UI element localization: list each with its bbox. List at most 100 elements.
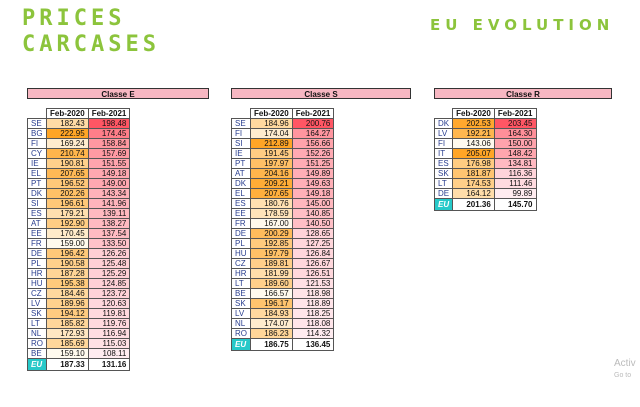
country-code-cell: CZ xyxy=(27,288,47,299)
country-code-cell: BG xyxy=(27,128,47,139)
country-code-cell: EL xyxy=(231,188,251,199)
feb-2020-value-cell: 169.24 xyxy=(46,138,89,149)
feb-2020-value-cell: 222.95 xyxy=(46,128,89,139)
eu-average-row: EU 201.36 145.70 xyxy=(433,198,537,211)
feb-2020-value-cell: 186.23 xyxy=(250,328,293,339)
country-code-cell: NL xyxy=(27,328,47,339)
feb-2020-value-cell: 189.60 xyxy=(250,278,293,289)
feb-2021-value-cell: 127.25 xyxy=(291,238,335,249)
feb-2021-value-cell: 143.34 xyxy=(87,188,131,199)
table-row: HR 181.99 126.51 xyxy=(231,268,335,279)
table-row: IE 190.81 151.55 xyxy=(27,158,131,169)
country-code-cell: SK xyxy=(433,168,454,179)
table-row: FI 169.24 158.84 xyxy=(27,138,131,149)
table-row: SE 184.96 200.76 xyxy=(231,118,335,129)
feb-2020-value-cell: 207.65 xyxy=(250,188,293,199)
table-row: ES 180.76 145.00 xyxy=(231,198,335,209)
feb-2020-value-cell: 181.99 xyxy=(250,268,293,279)
feb-2021-value-cell: 116.36 xyxy=(493,168,537,179)
feb-2021-value-cell: 125.29 xyxy=(87,268,131,279)
country-code-cell: SE xyxy=(231,118,251,129)
feb-2021-value-cell: 126.51 xyxy=(291,268,335,279)
feb-2021-value-cell: 140.50 xyxy=(291,218,335,229)
country-code-cell: ES xyxy=(27,208,47,219)
feb-2021-value-cell: 126.84 xyxy=(291,248,335,259)
feb-2020-value-cell: 202.53 xyxy=(452,118,495,129)
feb-2020-value-cell: 210.74 xyxy=(46,148,89,159)
table-row: EL 207.65 149.18 xyxy=(27,168,131,179)
column-header-feb-2021: Feb-2021 xyxy=(87,108,131,119)
column-header-feb-2021: Feb-2021 xyxy=(493,108,537,119)
header-row: Feb-2020 Feb-2021 xyxy=(231,108,335,119)
feb-2021-value-cell: 203.45 xyxy=(493,118,537,129)
country-code-cell: LV xyxy=(27,298,47,309)
country-code-cell: SK xyxy=(231,298,251,309)
table-row: LV 189.96 120.63 xyxy=(27,298,131,309)
country-code-cell: SK xyxy=(27,308,47,319)
feb-2021-value-cell: 121.53 xyxy=(291,278,335,289)
feb-2021-value-cell: 140.85 xyxy=(291,208,335,219)
table-row: LV 192.21 164.30 xyxy=(433,128,537,139)
feb-2021-value-cell: 148.42 xyxy=(493,148,537,159)
feb-2020-value-cell: 191.45 xyxy=(250,148,293,159)
feb-2021-value-cell: 120.63 xyxy=(87,298,131,309)
country-code-cell: FR xyxy=(231,218,251,229)
country-code-cell: HR xyxy=(27,268,47,279)
country-code-cell: HU xyxy=(231,248,251,259)
table-row: BE 166.57 118.98 xyxy=(231,288,335,299)
feb-2021-value-cell: 151.55 xyxy=(87,158,131,169)
feb-2021-value-cell: 200.76 xyxy=(291,118,335,129)
feb-2020-value-cell: 184.93 xyxy=(250,308,293,319)
table-row: PL 192.85 127.25 xyxy=(231,238,335,249)
feb-2020-value-cell: 185.69 xyxy=(46,338,89,349)
feb-2021-value-cell: 149.89 xyxy=(291,168,335,179)
header-row: Feb-2020 Feb-2021 xyxy=(27,108,131,119)
table-row: HU 197.79 126.84 xyxy=(231,248,335,259)
country-code-cell: NL xyxy=(231,318,251,329)
feb-2021-value-cell: 111.46 xyxy=(493,178,537,189)
table-row: EE 170.45 137.54 xyxy=(27,228,131,239)
feb-2021-value-cell: 198.48 xyxy=(87,118,131,129)
table-row: EL 207.65 149.18 xyxy=(231,188,335,199)
country-code-cell: LT xyxy=(231,278,251,289)
table-row: PL 190.58 125.48 xyxy=(27,258,131,269)
column-header-feb-2020: Feb-2020 xyxy=(452,108,495,119)
feb-2021-value-cell: 115.03 xyxy=(87,338,131,349)
feb-2020-value-cell: 172.93 xyxy=(46,328,89,339)
watermark-line-1: Activ xyxy=(614,358,636,369)
eu-average-row: EU 187.33 131.16 xyxy=(27,358,131,371)
table-row: HU 195.38 124.85 xyxy=(27,278,131,289)
table-row: SE 182.43 198.48 xyxy=(27,118,131,129)
feb-2021-value-cell: 149.00 xyxy=(87,178,131,189)
column-header-feb-2020: Feb-2020 xyxy=(46,108,89,119)
table-row: SK 196.17 118.89 xyxy=(231,298,335,309)
table-row: RO 186.23 114.32 xyxy=(231,328,335,339)
feb-2021-value-cell: 150.00 xyxy=(493,138,537,149)
feb-2020-value-cell: 192.85 xyxy=(250,238,293,249)
header-blank xyxy=(231,108,251,119)
price-grid: Feb-2020 Feb-2021 DK 202.53 203.45 LV 192.21 16… xyxy=(433,108,537,211)
feb-2021-value-cell: 124.85 xyxy=(87,278,131,289)
price-grid: Feb-2020 Feb-2021 SE 184.96 200.76 FI 174.04 16… xyxy=(231,108,335,351)
country-code-cell: DK xyxy=(231,178,251,189)
table-row: CZ 184.46 123.72 xyxy=(27,288,131,299)
country-code-cell: DE xyxy=(231,228,251,239)
feb-2021-value-cell: 138.27 xyxy=(87,218,131,229)
table-row: EE 178.59 140.85 xyxy=(231,208,335,219)
feb-2020-value-cell: 187.28 xyxy=(46,268,89,279)
country-code-cell: DK xyxy=(433,118,454,129)
table-row: DE 200.29 128.65 xyxy=(231,228,335,239)
country-code-cell: PT xyxy=(27,178,47,189)
feb-2020-value-cell: 205.07 xyxy=(452,148,495,159)
feb-2020-value-cell: 192.90 xyxy=(46,218,89,229)
country-code-cell: FR xyxy=(27,238,47,249)
title-line-1: PRICES xyxy=(22,6,126,31)
feb-2020-value-cell: 170.45 xyxy=(46,228,89,239)
feb-2021-value-cell: 149.18 xyxy=(87,168,131,179)
table-row: DK 202.26 143.34 xyxy=(27,188,131,199)
country-code-cell: PL xyxy=(231,238,251,249)
table-row: CY 210.74 157.69 xyxy=(27,148,131,159)
feb-2021-value-cell: 116.94 xyxy=(87,328,131,339)
feb-2021-value-cell: 118.98 xyxy=(291,288,335,299)
table-row: FI 143.06 150.00 xyxy=(433,138,537,149)
